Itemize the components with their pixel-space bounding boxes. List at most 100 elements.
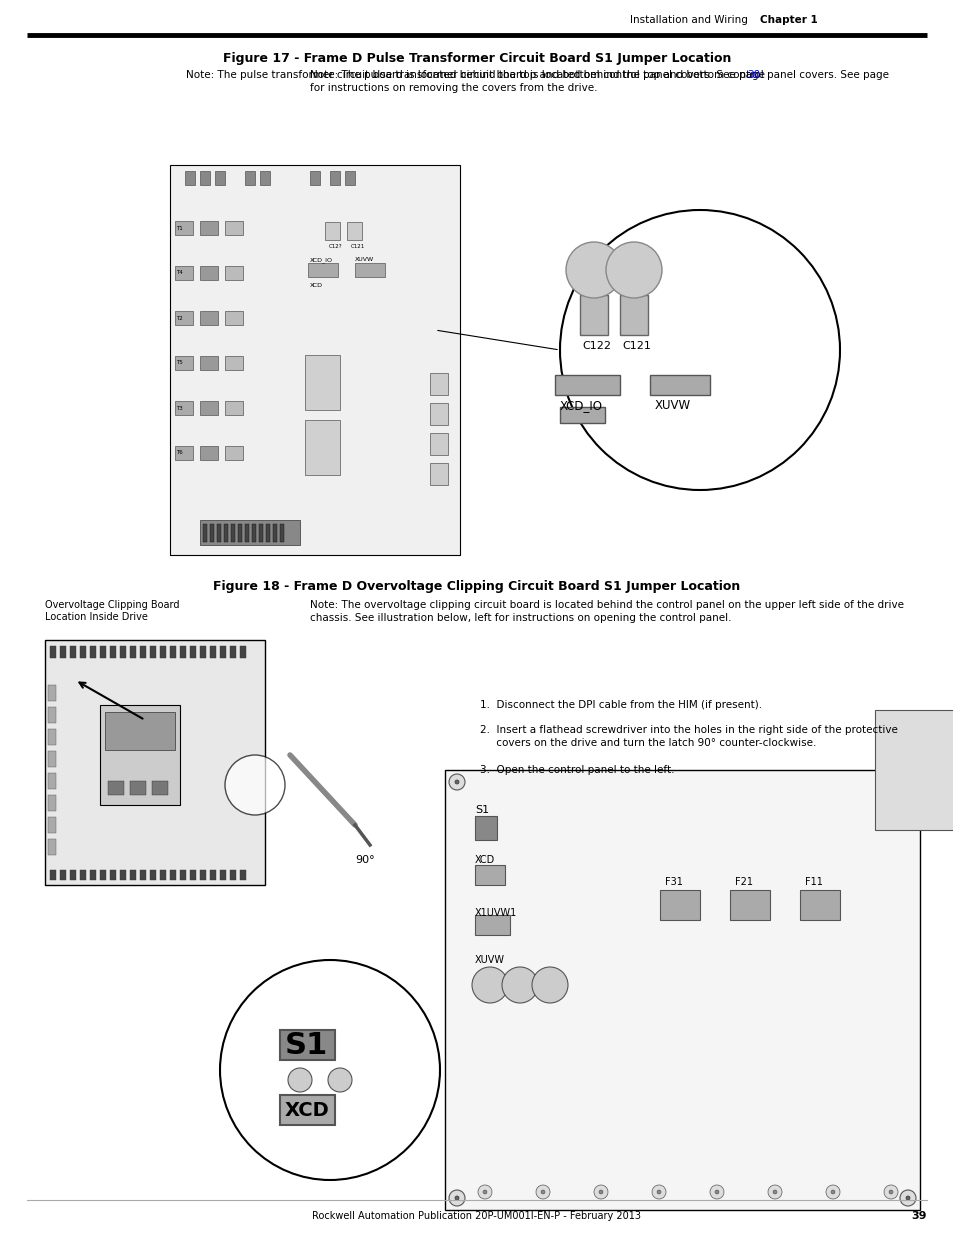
Bar [225,266,243,280]
Bar [240,869,246,881]
Bar [170,646,175,658]
Bar [130,646,136,658]
Bar [90,869,96,881]
Circle shape [767,1186,781,1199]
Text: for instructions on removing the covers from the drive.: for instructions on removing the covers … [310,83,597,93]
Bar [230,869,235,881]
Bar [225,401,243,415]
Bar [225,446,243,459]
Text: F31: F31 [664,877,682,887]
Circle shape [288,1068,312,1092]
Bar [170,869,175,881]
Text: Note: The pulse transformer circuit board is located behind the top and bottom c: Note: The pulse transformer circuit boar… [310,70,891,80]
Bar [475,816,497,840]
Bar [225,311,243,325]
Circle shape [605,242,661,298]
Bar [280,1095,335,1125]
Circle shape [899,774,915,790]
Text: S1: S1 [285,1030,328,1060]
Bar [150,869,156,881]
Bar [100,646,106,658]
Bar [48,839,56,855]
Bar [203,524,207,542]
Bar [105,713,174,750]
Bar [347,222,361,240]
Text: XCD_IO: XCD_IO [559,399,602,412]
Bar [130,869,136,881]
Bar [252,524,255,542]
Bar [110,646,116,658]
Circle shape [220,960,439,1179]
Bar [240,646,246,658]
Text: 2.  Insert a flathead screwdriver into the holes in the right side of the protec: 2. Insert a flathead screwdriver into th… [479,725,897,735]
Bar [80,646,86,658]
Text: Overvoltage Clipping Board
Location Inside Drive: Overvoltage Clipping Board Location Insi… [45,600,179,621]
Bar [174,446,193,459]
Bar [245,170,254,185]
Bar [48,795,56,811]
Bar [273,524,276,542]
Circle shape [455,1195,458,1200]
Circle shape [449,1191,464,1207]
Circle shape [477,1186,492,1199]
Bar [60,646,66,658]
Circle shape [472,967,507,1003]
Text: T3: T3 [175,405,183,410]
Text: Chapter 1: Chapter 1 [760,15,817,25]
Bar [214,170,225,185]
Bar [430,433,448,454]
Circle shape [449,774,464,790]
Circle shape [501,967,537,1003]
Bar [200,311,218,325]
Circle shape [772,1191,776,1194]
Bar [216,524,221,542]
Bar [60,869,66,881]
Circle shape [888,1191,892,1194]
Bar [150,646,156,658]
Text: T6: T6 [175,451,183,456]
Bar [308,263,337,277]
Bar [110,869,116,881]
Text: XCD: XCD [310,283,323,288]
Bar [355,263,385,277]
Text: X1UVW1: X1UVW1 [475,908,517,918]
Circle shape [714,1191,719,1194]
Bar [659,890,700,920]
Text: Note: The pulse transformer circuit board is located behind the top and bottom c: Note: The pulse transformer circuit boar… [186,70,767,80]
Bar [200,869,206,881]
Bar [152,781,168,795]
Text: Figure 17 - Frame D Pulse Transformer Circuit Board S1 Jumper Location: Figure 17 - Frame D Pulse Transformer Ci… [223,52,730,65]
Bar [50,646,56,658]
Bar [210,524,213,542]
Bar [174,356,193,370]
Bar [170,165,459,555]
Bar [280,1030,335,1060]
Text: XUVW: XUVW [355,257,374,262]
Circle shape [883,1186,897,1199]
Bar [70,646,76,658]
Circle shape [905,781,909,784]
Text: C121: C121 [621,341,650,351]
Bar [649,375,709,395]
Bar [220,646,226,658]
Text: T2: T2 [175,315,183,321]
Text: F11: F11 [804,877,822,887]
Bar [330,170,339,185]
Bar [185,170,194,185]
Bar [130,781,146,795]
Text: XCD_IO: XCD_IO [310,257,333,263]
Text: XUVW: XUVW [655,399,690,412]
Bar [200,266,218,280]
Text: XUVW: XUVW [475,955,504,965]
Bar [50,869,56,881]
Bar [100,869,106,881]
Text: 90°: 90° [355,855,375,864]
Circle shape [540,1191,544,1194]
Text: C122: C122 [581,341,610,351]
Text: XCD: XCD [285,1100,330,1119]
Bar [174,401,193,415]
Bar [475,864,504,885]
Circle shape [899,1191,915,1207]
Circle shape [565,242,621,298]
Circle shape [328,1068,352,1092]
